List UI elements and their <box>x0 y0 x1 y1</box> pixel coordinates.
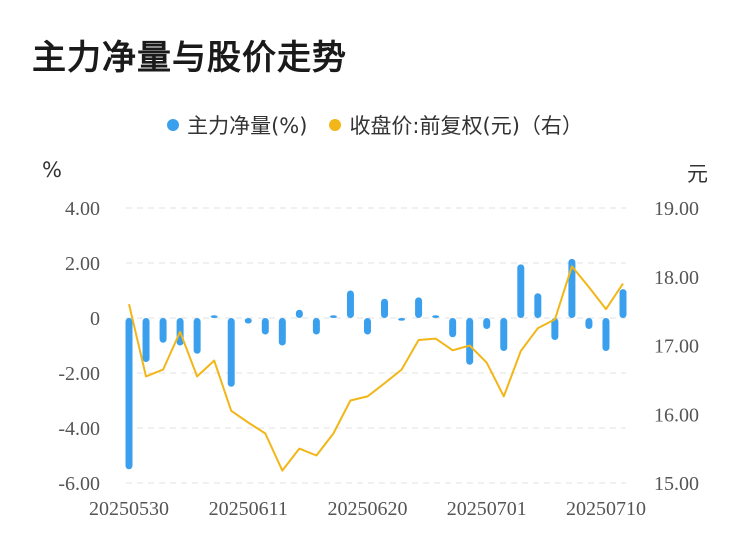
bar <box>415 297 423 318</box>
y-right-tick-label: 18.00 <box>654 267 699 289</box>
left-axis-unit: % <box>42 158 62 182</box>
bar <box>551 318 559 340</box>
bar <box>278 318 286 346</box>
y-right-tick-label: 17.00 <box>654 336 699 358</box>
x-tick-label: 20250701 <box>447 498 527 520</box>
x-tick-label: 20250710 <box>566 498 646 520</box>
bar <box>398 318 406 321</box>
bar <box>517 264 525 318</box>
bar <box>432 315 440 318</box>
bar <box>585 318 593 329</box>
legend-bar-label: 主力净量(%) <box>187 114 308 138</box>
bar <box>449 318 457 338</box>
bar <box>381 298 389 318</box>
x-tick-label: 20250620 <box>327 498 407 520</box>
bar <box>125 318 133 470</box>
legend-line-label: 收盘价:前复权(元)（右） <box>349 114 583 138</box>
price-line <box>128 265 624 472</box>
bar <box>193 318 201 354</box>
y-left-tick-label: 4.00 <box>65 198 100 220</box>
bar <box>483 318 491 329</box>
bar <box>244 318 252 324</box>
bar <box>295 309 303 318</box>
y-left-tick-label: 2.00 <box>65 253 100 275</box>
bar <box>142 318 150 362</box>
y-right-tick-label: 16.00 <box>654 404 699 426</box>
bar <box>363 318 371 335</box>
bar <box>210 315 218 318</box>
bar <box>534 293 542 318</box>
y-right-tick-label: 15.00 <box>654 473 699 495</box>
y-left-tick-label: 0 <box>90 308 100 330</box>
y-left-tick-label: -6.00 <box>58 473 100 495</box>
right-axis-unit: 元 <box>687 162 708 186</box>
y-left-tick-label: -2.00 <box>58 363 100 385</box>
bar <box>619 289 627 318</box>
bar <box>261 318 269 335</box>
bar <box>346 290 354 318</box>
chart-title: 主力净量与股价走势 <box>32 38 347 78</box>
legend-line-marker <box>329 119 342 131</box>
legend-item-bar[interactable]: 主力净量(%) <box>167 110 307 140</box>
x-tick-label: 20250611 <box>209 498 288 520</box>
bar <box>602 318 610 351</box>
y-left-tick-label: -4.00 <box>58 418 100 440</box>
bar <box>159 318 167 343</box>
x-tick-label: 20250530 <box>89 498 169 520</box>
bar <box>466 318 474 365</box>
bar <box>227 318 235 387</box>
legend-item-line[interactable]: 收盘价:前复权(元)（右） <box>329 110 583 140</box>
legend-bar-marker <box>167 119 180 131</box>
bar <box>329 315 337 318</box>
bar <box>500 318 508 351</box>
bar <box>312 318 320 335</box>
y-right-tick-label: 19.00 <box>654 198 699 220</box>
legend: 主力净量(%) 收盘价:前复权(元)（右） <box>0 110 750 140</box>
